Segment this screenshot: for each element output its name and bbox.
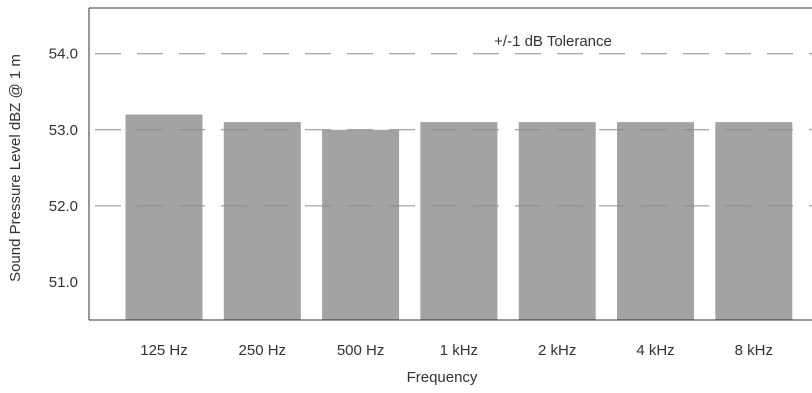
x-tick-label: 8 kHz [735,342,773,359]
text-layer: +/-1 dB Tolerance Frequency Sound Pressu… [7,33,773,386]
y-tick-label: 51.0 [49,274,78,291]
bar-500-hz [322,129,400,320]
y-axis-label: Sound Pressure Level dBZ @ 1 m [7,54,24,282]
bar-250-hz [223,122,301,320]
x-axis-label: Frequency [407,369,478,386]
bar-8-khz [715,122,793,320]
x-tick-label: 500 Hz [337,342,385,359]
x-tick-label: 125 Hz [140,342,188,359]
y-tick-label: 54.0 [49,46,78,63]
y-tick-label: 52.0 [49,198,78,215]
grid-layer [95,53,812,207]
axes-layer [88,7,812,321]
tolerance-annotation: +/-1 dB Tolerance [494,33,612,50]
x-tick-label: 1 kHz [440,342,478,359]
x-tick-label: 2 kHz [538,342,576,359]
bar-2-khz [518,122,596,320]
x-tick-label: 4 kHz [636,342,674,359]
x-tick-label: 250 Hz [239,342,287,359]
bar-125-hz [125,114,203,320]
y-tick-label: 53.0 [49,122,78,139]
bar-1-khz [420,122,498,320]
bars-layer [125,114,793,320]
bar-4-khz [617,122,694,320]
